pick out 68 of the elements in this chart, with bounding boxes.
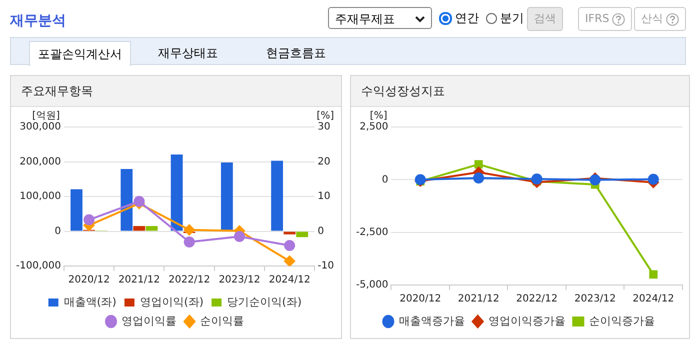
y2-tick-label: 30: [318, 122, 330, 133]
legend-label: 영업이익(좌): [140, 295, 204, 308]
y-tick-label: 2,500: [360, 122, 388, 133]
legend-label: 영업이익률: [122, 314, 176, 328]
y2-tick-label: -10: [318, 260, 334, 272]
y-tick-label: 100,000: [20, 191, 61, 202]
y-tick-label: -100,000: [16, 260, 61, 272]
bar: [296, 232, 308, 238]
bar: [133, 226, 146, 231]
x-tick-label: 2023/12: [574, 294, 616, 305]
legend-label: 당기순이익(좌): [227, 295, 302, 308]
legend-label: 매출액증가율: [398, 314, 465, 328]
bar: [146, 226, 158, 231]
point: [649, 270, 658, 279]
bar: [70, 189, 82, 231]
bar: [220, 162, 233, 231]
point: [84, 214, 95, 226]
y2-tick-label: 10: [318, 191, 330, 202]
y-tick-label: 200,000: [20, 156, 61, 168]
y-tick-label: -2,500: [356, 226, 388, 238]
legend-label: 순이익증가율: [588, 314, 655, 328]
bar: [271, 160, 284, 231]
point: [184, 224, 195, 236]
point: [134, 196, 145, 207]
x-tick-label: 2022/12: [168, 274, 210, 286]
chart-title: 주요재무항목: [11, 76, 341, 107]
text: 재무상태표: [157, 45, 219, 62]
y-tick-label: 0: [54, 226, 61, 237]
text: 검색: [527, 7, 563, 31]
point: [531, 174, 542, 185]
text: IFRS: [578, 7, 632, 31]
point: [473, 172, 484, 184]
y-tick-label: 300,000: [20, 122, 61, 133]
point: [284, 256, 296, 266]
y2-axis-title: [%]: [316, 110, 334, 122]
bar: [170, 154, 183, 231]
point: [234, 230, 245, 242]
text: 연간: [455, 10, 479, 27]
x-tick-label: 2024/12: [268, 274, 310, 286]
text: 현금흐름표: [265, 45, 327, 62]
text: 재무분석: [10, 12, 66, 30]
y2-tick-label: 20: [318, 156, 330, 168]
legend-label: 순이익률: [200, 314, 244, 328]
x-tick-label: 2024/12: [632, 294, 674, 305]
bar: [120, 169, 133, 231]
legend-label: 매출액(좌): [64, 295, 116, 308]
text: 포괄손익계산서: [29, 41, 131, 66]
x-tick-label: 2021/12: [118, 274, 160, 286]
x-tick-label: 2021/12: [458, 294, 500, 305]
y2-tick-label: 0: [318, 226, 324, 237]
x-tick-label: 2022/12: [516, 294, 558, 305]
chart-title: 수익성장성지표: [351, 76, 689, 107]
point: [648, 174, 659, 185]
dropdown: 주재무제표: [328, 7, 432, 29]
x-tick-label: 2023/12: [218, 274, 260, 286]
text: 분기: [500, 10, 524, 27]
y-tick-label: 0: [382, 174, 388, 186]
y-axis-title: [%]: [370, 110, 388, 122]
bar: [284, 232, 296, 234]
y-axis-title: [억원]: [32, 110, 60, 122]
legend-label: 영업이익증가율: [488, 314, 566, 328]
x-tick-label: 2020/12: [400, 294, 442, 305]
x-tick-label: 2020/12: [68, 274, 110, 286]
point: [474, 160, 483, 168]
y-tick-label: -5,000: [356, 280, 388, 291]
point: [184, 236, 195, 248]
text: 산식: [634, 7, 686, 31]
point: [284, 240, 296, 251]
